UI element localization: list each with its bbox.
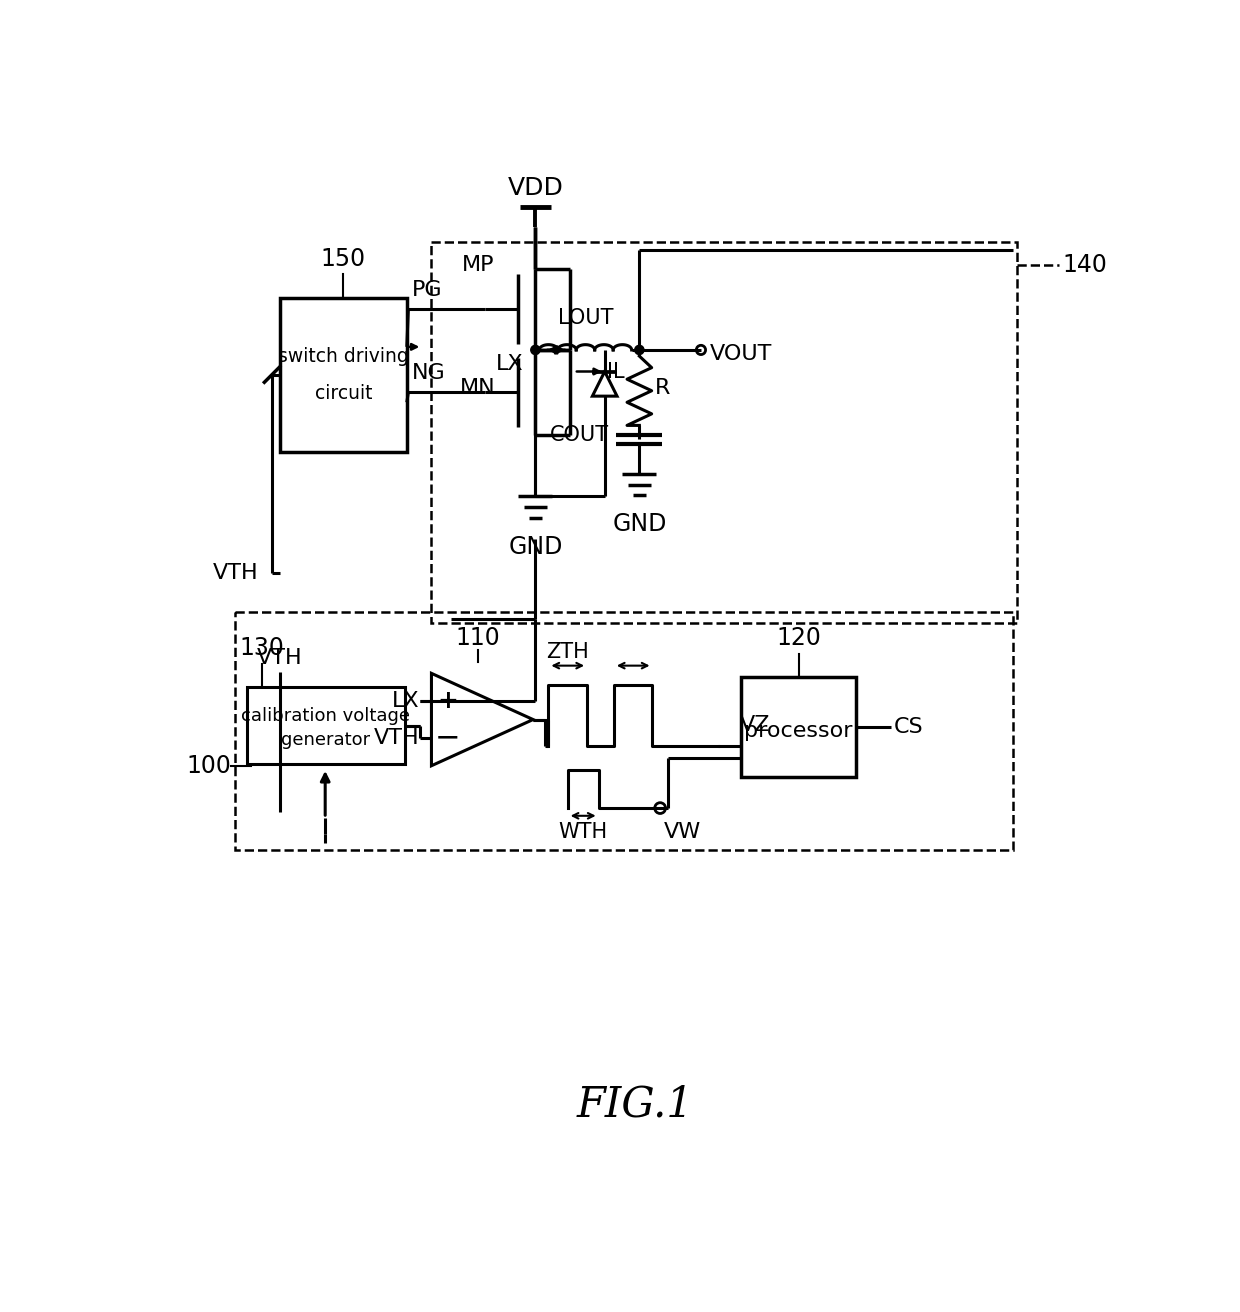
Text: LOUT: LOUT xyxy=(558,308,614,328)
Text: generator: generator xyxy=(281,731,370,749)
Text: VOUT: VOUT xyxy=(711,344,773,363)
Text: NG: NG xyxy=(412,363,446,383)
Text: VZ: VZ xyxy=(739,715,770,735)
Circle shape xyxy=(635,345,644,354)
Text: VTH: VTH xyxy=(257,648,303,668)
Text: IL: IL xyxy=(608,362,625,382)
Text: COUT: COUT xyxy=(549,425,609,445)
Text: +: + xyxy=(438,689,458,712)
Text: 100: 100 xyxy=(186,753,231,778)
Text: circuit: circuit xyxy=(315,383,372,403)
Text: CS: CS xyxy=(894,718,923,737)
Circle shape xyxy=(655,803,666,813)
Text: 130: 130 xyxy=(239,636,284,660)
Text: ZTH: ZTH xyxy=(547,642,589,661)
Text: LX: LX xyxy=(496,354,523,374)
Text: PG: PG xyxy=(412,279,443,300)
Text: VTH: VTH xyxy=(212,563,258,584)
Text: LX: LX xyxy=(392,691,420,711)
Text: processor: processor xyxy=(744,722,853,741)
Circle shape xyxy=(697,345,706,354)
Text: R: R xyxy=(655,378,670,399)
Text: 120: 120 xyxy=(776,626,821,651)
Text: MP: MP xyxy=(461,256,494,276)
Bar xyxy=(280,298,407,451)
Text: GND: GND xyxy=(613,513,667,537)
Text: VTH: VTH xyxy=(374,728,420,748)
Text: switch driving: switch driving xyxy=(278,346,409,366)
Text: VDD: VDD xyxy=(507,176,563,199)
Bar xyxy=(236,611,1013,850)
Text: FIG.1: FIG.1 xyxy=(577,1084,694,1126)
Text: 150: 150 xyxy=(320,247,366,270)
Bar xyxy=(247,687,404,764)
Circle shape xyxy=(531,345,541,354)
Text: 110: 110 xyxy=(455,626,500,651)
Text: GND: GND xyxy=(508,535,563,559)
Text: WTH: WTH xyxy=(558,821,608,842)
Bar xyxy=(432,243,1017,623)
Text: 140: 140 xyxy=(1063,253,1107,277)
Bar xyxy=(742,677,857,777)
Text: VW: VW xyxy=(663,821,702,842)
Text: calibration voltage: calibration voltage xyxy=(241,707,410,726)
Text: MN: MN xyxy=(460,378,496,399)
Text: −: − xyxy=(435,723,460,753)
